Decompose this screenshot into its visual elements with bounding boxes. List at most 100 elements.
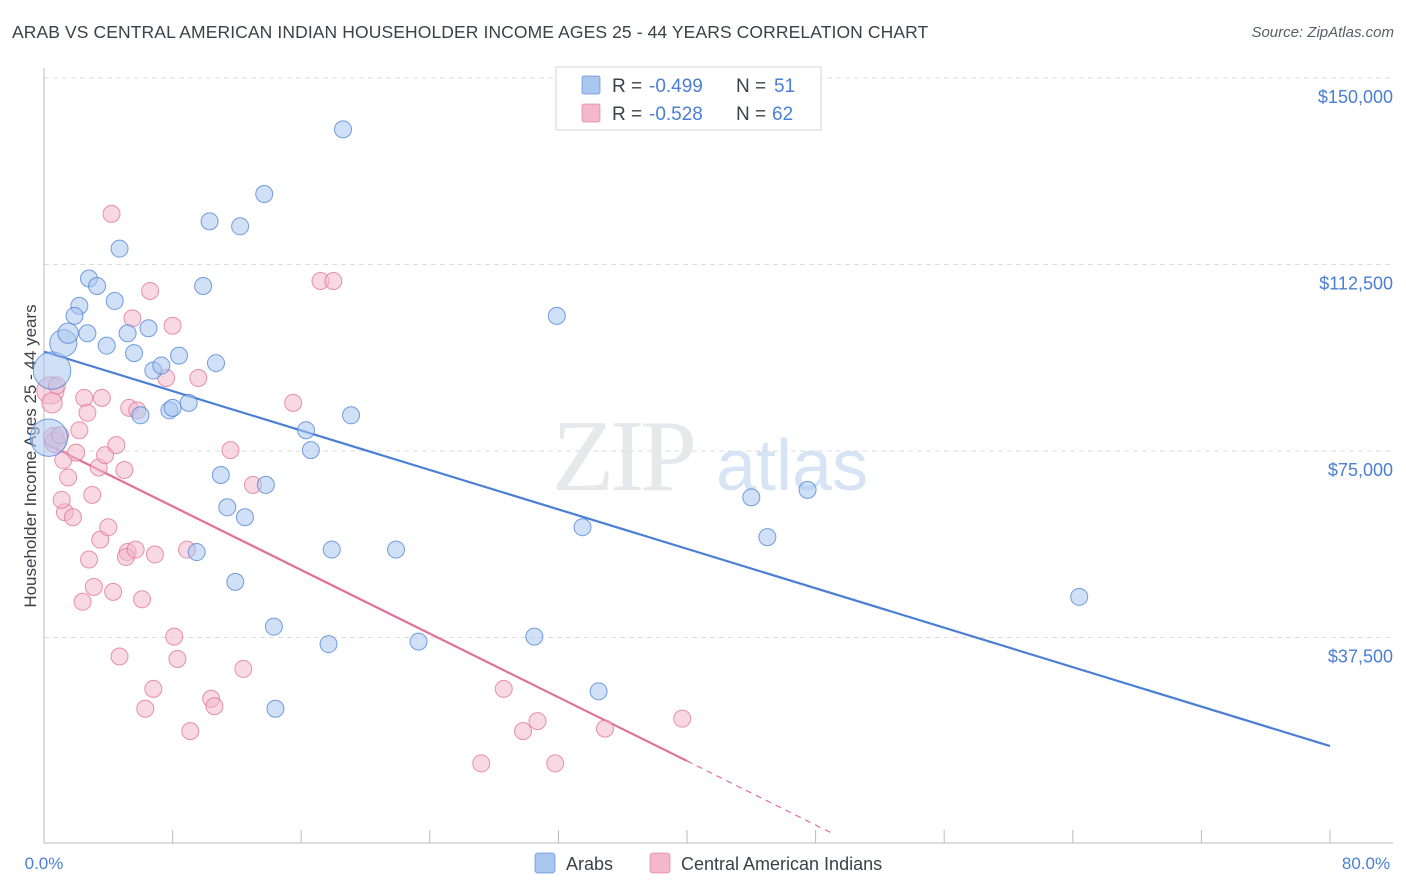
point-arabs — [65, 306, 84, 325]
bottom-legend-swatch-arabs — [534, 852, 556, 874]
point-cai — [73, 592, 92, 611]
trend-line-arabs — [43, 350, 1331, 748]
point-arabs — [139, 319, 158, 338]
point-cai — [115, 461, 134, 479]
point-cai — [144, 679, 163, 698]
point-cai — [123, 309, 142, 328]
point-arabs — [525, 627, 544, 646]
point-cai — [168, 649, 187, 668]
point-cai — [75, 388, 94, 407]
source-label: Source: ZipAtlas.com — [1251, 24, 1394, 41]
gridlines — [44, 77, 1393, 638]
point-arabs — [170, 346, 189, 365]
point-cai — [324, 272, 343, 291]
point-arabs — [264, 617, 283, 636]
point-cai — [70, 421, 89, 440]
point-cai — [472, 754, 491, 773]
bottom-legend-label-arabs: Arabs — [566, 854, 613, 874]
x-axis-ticks — [43, 830, 1331, 843]
point-arabs — [88, 276, 107, 295]
point-arabs — [187, 543, 206, 562]
point-cai — [221, 441, 240, 460]
point-cai — [96, 446, 115, 465]
point-cai — [165, 627, 184, 646]
point-arabs — [152, 356, 171, 375]
point-cai — [110, 647, 129, 666]
y-tick-label: $112,500 — [1319, 274, 1393, 294]
point-cai — [63, 508, 82, 527]
point-arabs — [333, 120, 352, 139]
point-arabs — [342, 406, 361, 425]
point-arabs — [194, 276, 213, 295]
point-arabs — [200, 212, 219, 231]
point-arabs — [589, 682, 608, 701]
trend-lines — [43, 350, 1331, 834]
x-tick-label-min: 0.0% — [25, 854, 64, 873]
legend-n-label-cai: N = — [736, 104, 766, 125]
point-cai — [673, 709, 692, 728]
point-cai — [133, 590, 152, 609]
point-arabs — [266, 699, 285, 718]
point-cai — [284, 393, 303, 412]
trend-line-cai — [43, 441, 688, 762]
point-cai — [92, 388, 111, 407]
point-cai — [205, 697, 224, 716]
data-points — [29, 120, 1089, 773]
y-tick-labels: $37,500 $75,000 $112,500 $150,000 — [1318, 87, 1393, 667]
point-cai — [181, 722, 200, 741]
point-arabs — [301, 441, 320, 460]
legend-r-label-cai: R = — [612, 104, 642, 125]
legend-swatch-cai — [581, 103, 601, 123]
point-arabs — [78, 324, 97, 343]
point-arabs — [218, 498, 237, 517]
point-arabs — [32, 351, 72, 390]
point-cai — [141, 281, 160, 300]
watermark-zip: ZIP — [552, 400, 693, 513]
point-arabs — [297, 421, 316, 440]
legend-r-label-arabs: R = — [612, 76, 642, 97]
legend-r-value-arabs: -0.499 — [649, 76, 703, 97]
watermark: ZIP atlas — [552, 400, 868, 513]
point-cai — [84, 577, 103, 596]
point-cai — [67, 443, 86, 462]
point-arabs — [798, 480, 817, 499]
point-cai — [78, 403, 97, 422]
bottom-legend-label-cai: Central American Indians — [681, 854, 882, 874]
point-cai — [59, 468, 78, 487]
point-arabs — [319, 635, 338, 654]
point-arabs — [742, 488, 761, 507]
point-arabs — [322, 540, 341, 559]
correlation-legend: R = -0.499 N = 51 R = -0.528 N = 62 — [555, 66, 822, 131]
y-tick-label: $75,000 — [1328, 460, 1393, 480]
point-cai — [102, 204, 121, 223]
point-cai — [126, 540, 145, 559]
point-arabs — [125, 344, 144, 363]
point-arabs — [110, 239, 129, 258]
point-cai — [163, 316, 182, 335]
point-cai — [80, 550, 99, 569]
point-arabs — [207, 354, 226, 373]
point-arabs — [231, 217, 250, 236]
point-cai — [41, 392, 63, 414]
watermark-atlas: atlas — [716, 426, 868, 506]
legend-swatch-arabs — [581, 75, 601, 95]
point-cai — [104, 582, 123, 601]
point-cai — [546, 754, 565, 773]
y-tick-label: $37,500 — [1328, 647, 1393, 667]
point-arabs — [131, 406, 150, 425]
point-arabs — [1070, 587, 1089, 606]
point-cai — [234, 659, 253, 678]
point-cai — [52, 490, 71, 509]
point-arabs — [179, 393, 198, 412]
point-cai — [528, 712, 547, 731]
legend-n-label-arabs: N = — [736, 76, 766, 97]
trend-line-cai-extension — [686, 760, 832, 834]
chart-title: ARAB VS CENTRAL AMERICAN INDIAN HOUSEHOL… — [12, 22, 929, 42]
point-arabs — [387, 540, 406, 559]
point-arabs — [105, 291, 124, 310]
point-cai — [83, 485, 102, 504]
series-legend: Arabs Central American Indians — [534, 852, 882, 874]
y-axis-label: Householder Income Ages 25 - 44 years — [21, 304, 40, 607]
point-arabs — [226, 572, 245, 591]
point-arabs — [255, 184, 274, 203]
